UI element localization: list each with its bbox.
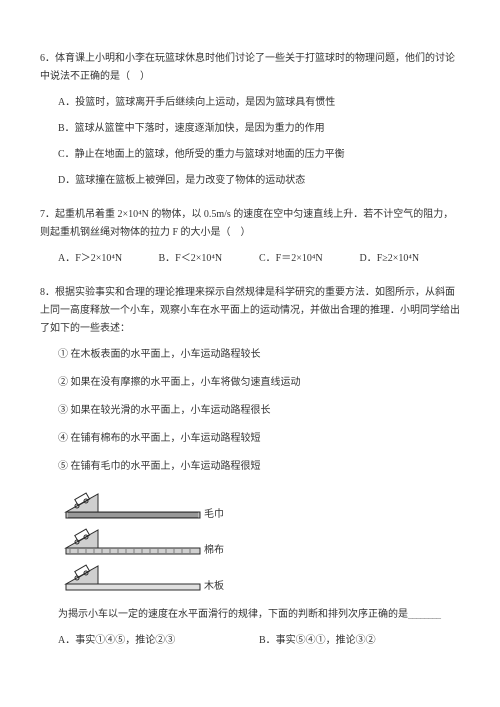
q6-option-b: B．篮球从篮筐中下落时，速度逐渐加快，是因为重力的作用 [58, 120, 460, 138]
q8-blank: ________ [408, 609, 440, 620]
question-8: 8．根据实验事实和合理的理论推理来探示自然规律是科学研究的重要方法．如图所示，从… [40, 284, 460, 650]
q8-statement-2: ② 如果在没有摩擦的水平面上，小车将做匀速直线运动 [58, 374, 460, 392]
q7-option-d: D．F≥2×10⁴N [360, 250, 461, 268]
ramp-towel-svg [58, 486, 208, 520]
q8-stem: 8．根据实验事实和合理的理论推理来探示自然规律是科学研究的重要方法．如图所示，从… [40, 284, 460, 338]
question-6: 6．体育课上小明和小李在玩篮球休息时他们讨论了一些关于打篮球时的物理问题，他们的… [40, 50, 460, 190]
q6-stem: 6．体育课上小明和小李在玩篮球休息时他们讨论了一些关于打篮球时的物理问题，他们的… [40, 50, 460, 86]
q7-option-b: B．F＜2×10⁴N [159, 250, 260, 268]
ramp-cotton-svg [58, 522, 208, 556]
q7-stem: 7．起重机吊着重 2×10⁴N 的物体，以 0.5m/s 的速度在空中匀速直线上… [40, 206, 460, 242]
q7-options: A．F＞2×10⁴N B．F＜2×10⁴N C．F＝2×10⁴N D．F≥2×1… [40, 250, 460, 268]
q8-statement-4: ④ 在铺有棉布的水平面上，小车运动路程较短 [58, 430, 460, 448]
q8-tail-text: 为揭示小车以一定的速度在水平面滑行的规律，下面的判断和排列次序正确的是 [58, 609, 408, 620]
q6-options: A．投篮时，篮球离开手后继续向上运动，是因为篮球具有惯性 B．篮球从篮筐中下落时… [40, 94, 460, 190]
q7-option-c: C．F＝2×10⁴N [259, 250, 360, 268]
ramp-cotton: 棉布 [58, 522, 248, 556]
ramp-towel: 毛巾 [58, 486, 248, 520]
q8-option-b: B．事实⑤④①，推论③② [259, 632, 460, 650]
q6-option-c: C．静止在地面上的篮球，他所受的重力与篮球对地面的压力平衡 [58, 146, 460, 164]
q8-options-ab: A．事实①④⑤，推论②③ B．事实⑤④①，推论③② [40, 632, 460, 650]
q6-option-d: D．篮球撞在篮板上被弹回，是力改变了物体的运动状态 [58, 172, 460, 190]
q8-tail: 为揭示小车以一定的速度在水平面滑行的规律，下面的判断和排列次序正确的是_____… [40, 606, 460, 624]
q8-option-a: A．事实①④⑤，推论②③ [58, 632, 259, 650]
q7-option-a: A．F＞2×10⁴N [58, 250, 159, 268]
q8-statement-3: ③ 如果在较光滑的水平面上，小车运动路程很长 [58, 402, 460, 420]
q8-statement-5: ⑤ 在铺有毛巾的水平面上，小车运动路程很短 [58, 458, 460, 476]
q8-statement-1: ① 在木板表面的水平面上，小车运动路程较长 [58, 346, 460, 364]
ramp-wood: 木板 [58, 558, 248, 592]
q8-figure: 毛巾 [40, 486, 460, 592]
label-wood: 木板 [204, 578, 224, 596]
q8-statements: ① 在木板表面的水平面上，小车运动路程较长 ② 如果在没有摩擦的水平面上，小车将… [40, 346, 460, 476]
q6-option-a: A．投篮时，篮球离开手后继续向上运动，是因为篮球具有惯性 [58, 94, 460, 112]
question-7: 7．起重机吊着重 2×10⁴N 的物体，以 0.5m/s 的速度在空中匀速直线上… [40, 206, 460, 268]
ramp-wood-svg [58, 558, 208, 592]
